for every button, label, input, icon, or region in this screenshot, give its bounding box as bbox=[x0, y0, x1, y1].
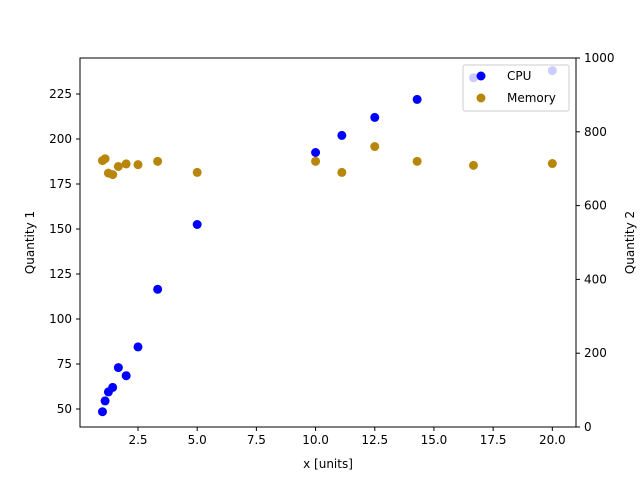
x-tick-label: 12.5 bbox=[361, 433, 388, 447]
y-left-tick-label: 150 bbox=[49, 222, 72, 236]
point-memory bbox=[370, 142, 380, 152]
y-right-axis-label: Quantity 2 bbox=[623, 211, 637, 274]
series-memory bbox=[97, 142, 557, 180]
x-axis-label: x [units] bbox=[303, 457, 353, 471]
y-left-axis-label: Quantity 1 bbox=[23, 211, 37, 274]
point-memory bbox=[547, 159, 557, 169]
point-cpu bbox=[121, 371, 131, 381]
point-cpu bbox=[412, 94, 422, 104]
point-cpu bbox=[133, 342, 143, 352]
legend-label-memory: Memory bbox=[507, 91, 556, 105]
point-memory bbox=[468, 160, 478, 170]
point-cpu bbox=[100, 396, 110, 406]
y-left-tick-label: 225 bbox=[49, 87, 72, 101]
y-left-tick-label: 175 bbox=[49, 177, 72, 191]
y-left-axis-ticks: 50 75 100 125 150 175 200 225 bbox=[49, 87, 80, 416]
x-tick-label: 2.5 bbox=[128, 433, 147, 447]
point-memory bbox=[337, 167, 347, 177]
legend-marker-memory bbox=[476, 93, 486, 103]
point-cpu bbox=[97, 407, 107, 417]
point-cpu bbox=[337, 130, 347, 140]
y-right-axis-ticks: 0 200 400 600 800 1000 bbox=[576, 51, 615, 434]
y-left-tick-label: 200 bbox=[49, 132, 72, 146]
legend-marker-cpu bbox=[476, 71, 486, 81]
y-right-tick-label: 800 bbox=[584, 125, 607, 139]
y-left-tick-label: 100 bbox=[49, 312, 72, 326]
y-right-tick-label: 200 bbox=[584, 346, 607, 360]
point-memory bbox=[108, 170, 118, 180]
series-cpu bbox=[97, 66, 557, 417]
point-cpu bbox=[108, 382, 118, 392]
point-memory bbox=[153, 156, 163, 166]
y-right-tick-label: 400 bbox=[584, 272, 607, 286]
x-tick-label: 17.5 bbox=[480, 433, 507, 447]
point-memory bbox=[192, 167, 202, 177]
legend: CPU Memory bbox=[462, 64, 570, 112]
point-memory bbox=[100, 154, 110, 164]
y-left-tick-label: 125 bbox=[49, 267, 72, 281]
x-tick-label: 10.0 bbox=[302, 433, 329, 447]
y-left-tick-label: 75 bbox=[57, 357, 72, 371]
x-tick-label: 7.5 bbox=[247, 433, 266, 447]
point-memory bbox=[311, 156, 321, 166]
point-memory bbox=[113, 161, 123, 171]
x-tick-label: 15.0 bbox=[421, 433, 448, 447]
y-left-tick-label: 50 bbox=[57, 402, 72, 416]
point-cpu bbox=[192, 220, 202, 229]
y-right-tick-label: 1000 bbox=[584, 51, 615, 65]
y-right-tick-label: 600 bbox=[584, 199, 607, 213]
point-cpu bbox=[153, 284, 163, 294]
legend-box bbox=[462, 64, 570, 112]
point-memory bbox=[133, 160, 143, 170]
point-cpu bbox=[113, 363, 123, 373]
point-cpu bbox=[370, 112, 380, 122]
plot-area-frame bbox=[79, 57, 577, 428]
y-right-tick-label: 0 bbox=[584, 420, 592, 434]
point-memory bbox=[412, 156, 422, 166]
x-axis-ticks: 2.5 5.0 7.5 10.0 12.5 15.0 17.5 20.0 bbox=[128, 427, 566, 447]
point-memory bbox=[121, 159, 131, 169]
x-tick-label: 5.0 bbox=[188, 433, 207, 447]
data-marks bbox=[97, 66, 557, 417]
legend-label-cpu: CPU bbox=[507, 69, 531, 83]
point-cpu bbox=[311, 148, 321, 157]
x-tick-label: 20.0 bbox=[539, 433, 566, 447]
